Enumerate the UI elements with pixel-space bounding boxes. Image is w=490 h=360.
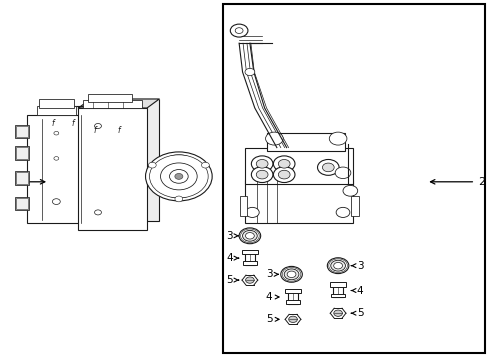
Bar: [37, 106, 76, 115]
Bar: [15, 197, 29, 210]
Bar: [331, 294, 345, 297]
Text: 2: 2: [478, 177, 485, 187]
Bar: [330, 282, 346, 287]
Circle shape: [334, 310, 343, 316]
Circle shape: [278, 170, 290, 179]
Bar: [78, 108, 147, 230]
Bar: [16, 198, 28, 209]
Circle shape: [54, 131, 59, 135]
Text: 4: 4: [226, 253, 233, 263]
Circle shape: [273, 156, 295, 172]
Text: 5: 5: [226, 275, 233, 285]
Bar: [286, 300, 300, 304]
Text: f: f: [118, 126, 120, 135]
Text: f: f: [93, 126, 96, 135]
Text: 3: 3: [357, 261, 364, 271]
Circle shape: [148, 162, 156, 168]
Circle shape: [95, 123, 101, 129]
Text: 1: 1: [16, 177, 23, 187]
Bar: [288, 290, 298, 304]
Circle shape: [334, 262, 343, 269]
Circle shape: [327, 258, 349, 274]
Circle shape: [245, 233, 254, 239]
Circle shape: [245, 68, 255, 76]
Circle shape: [243, 230, 257, 241]
Circle shape: [175, 196, 183, 202]
Circle shape: [201, 162, 209, 168]
Bar: [15, 125, 29, 138]
Bar: [83, 100, 142, 108]
Circle shape: [95, 210, 101, 215]
Circle shape: [149, 155, 208, 198]
Circle shape: [284, 269, 299, 280]
Circle shape: [161, 163, 197, 190]
Bar: [88, 94, 132, 102]
Circle shape: [52, 199, 60, 204]
Text: 5: 5: [266, 314, 272, 324]
Circle shape: [281, 266, 302, 282]
Polygon shape: [81, 106, 93, 223]
Bar: [285, 289, 301, 293]
Circle shape: [230, 24, 248, 37]
Circle shape: [245, 277, 254, 283]
Circle shape: [331, 260, 345, 271]
Bar: [243, 261, 257, 265]
Bar: [351, 196, 359, 216]
Text: f: f: [51, 119, 54, 128]
Circle shape: [287, 271, 296, 278]
Circle shape: [343, 185, 358, 196]
Bar: [16, 126, 28, 137]
Circle shape: [245, 207, 259, 217]
Circle shape: [336, 207, 350, 217]
Text: 4: 4: [357, 285, 364, 296]
Bar: [16, 172, 28, 184]
Bar: [245, 251, 255, 265]
Bar: [27, 115, 81, 223]
Bar: [15, 171, 29, 185]
Circle shape: [175, 174, 183, 179]
Circle shape: [251, 156, 273, 172]
Circle shape: [256, 170, 268, 179]
Bar: [91, 99, 159, 221]
Circle shape: [54, 157, 59, 160]
Circle shape: [322, 163, 334, 172]
Circle shape: [256, 159, 268, 168]
Circle shape: [251, 167, 273, 183]
Circle shape: [266, 132, 283, 145]
Circle shape: [335, 167, 351, 179]
Bar: [16, 147, 28, 159]
Circle shape: [170, 170, 188, 183]
Circle shape: [318, 159, 339, 175]
Circle shape: [329, 132, 347, 145]
Bar: [39, 99, 74, 108]
Bar: [333, 284, 343, 297]
Circle shape: [235, 28, 243, 33]
Polygon shape: [78, 99, 159, 108]
Circle shape: [278, 159, 290, 168]
Bar: [240, 196, 247, 216]
Circle shape: [289, 316, 297, 323]
Text: 4: 4: [266, 292, 272, 302]
Bar: [267, 133, 345, 151]
Bar: [242, 250, 258, 254]
Bar: [245, 180, 353, 223]
Circle shape: [239, 228, 261, 244]
Text: f: f: [71, 119, 74, 128]
Text: 3: 3: [266, 269, 272, 279]
Text: 5: 5: [357, 308, 364, 318]
Circle shape: [273, 167, 295, 183]
Bar: [223, 4, 485, 353]
Bar: [15, 146, 29, 160]
Text: 3: 3: [226, 231, 233, 241]
Circle shape: [146, 152, 212, 201]
Bar: [245, 148, 353, 184]
